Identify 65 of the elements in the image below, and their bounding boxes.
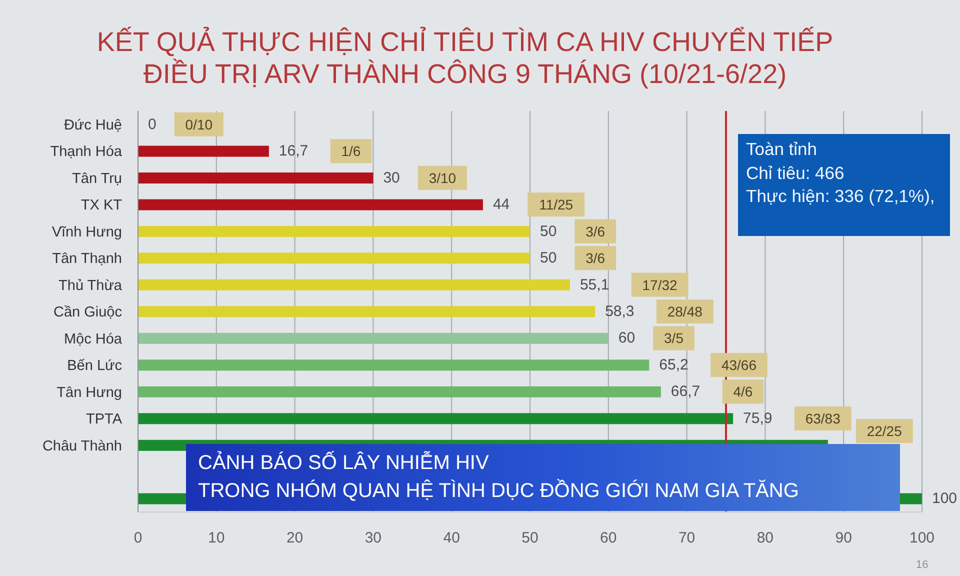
annotation: 28/48: [667, 304, 703, 320]
text: 16: [916, 559, 928, 571]
data-label: 100: [932, 490, 958, 508]
y-tick-label: Thạnh Hóa: [50, 144, 123, 160]
x-tick-label: 40: [443, 530, 460, 547]
annotation: 43/66: [721, 356, 757, 373]
data-label: 16,7: [278, 142, 308, 160]
y-tick-label: Tân Trụ: [72, 170, 122, 187]
x-tick-label: 60: [600, 530, 617, 547]
x-tick-label: 0: [134, 530, 142, 547]
chart-title: KẾT QUẢ THỰC HIỆN CHỈ TIÊU TÌM CA HIV CHUYỂN TIẾP ĐIỀU TRỊ ARV THÀNH CÔNG 9 THÁNG (10/21-6/22): [96, 26, 834, 90]
annotation: 3/6: [586, 223, 606, 240]
annotation: 3/5: [664, 330, 684, 346]
bar: [138, 252, 530, 264]
info-box: Toàn tỉnh Chỉ tiêu: 466 Thực hiện: 336 (72,1%),: [738, 134, 950, 236]
data-label: 66,7: [670, 383, 700, 400]
y-tick-label: Tân Hưng: [56, 384, 122, 401]
bar: [138, 279, 570, 290]
bar: [138, 172, 374, 184]
data-label: 50: [540, 250, 557, 267]
data-label: 58,3: [605, 303, 634, 320]
y-tick-label: Mộc Hóa: [64, 331, 123, 348]
data-label: 50: [540, 222, 557, 240]
annotation: 1/6: [341, 143, 361, 160]
bar: [138, 386, 661, 398]
annotation: 3/10: [428, 170, 456, 186]
annotation: 3/6: [586, 250, 606, 266]
annotation: 11/25: [539, 196, 574, 213]
y-tick-label: TPTA: [86, 412, 122, 428]
data-label: 65,2: [659, 356, 688, 374]
y-tick-label: Tân Thạnh: [52, 251, 122, 268]
data-label: 0: [148, 116, 156, 133]
x-tick-label: 10: [208, 530, 225, 547]
bar: [138, 413, 734, 424]
x-tick-label: 100: [909, 530, 935, 547]
data-label: 60: [618, 330, 636, 347]
data-label: 75,9: [743, 410, 772, 427]
x-tick-label: 30: [364, 530, 382, 547]
bar: [138, 332, 608, 344]
y-tick-label: Vĩnh Hưng: [52, 224, 122, 240]
data-label: 30: [383, 169, 400, 186]
y-tick-label: Bến Lức: [67, 358, 122, 374]
y-tick-label: Đức Huệ: [64, 118, 122, 134]
x-tick-label: 80: [756, 530, 774, 547]
y-tick-label: Châu Thành: [42, 438, 122, 454]
x-tick-label: 70: [678, 530, 696, 547]
news-banner: CẢNH BÁO SỐ LÂY NHIỄM HIV TRONG NHÓM QUAN HỆ TÌNH DỤC ĐỒNG GIỚI NAM GIA TĂNG: [186, 444, 900, 511]
x-tick-label: 20: [286, 530, 304, 547]
annotation: 0/10: [185, 116, 213, 132]
bar: [138, 226, 530, 237]
bar: [138, 360, 650, 371]
data-label: 44: [492, 196, 510, 214]
y-tick-label: Thủ Thừa: [58, 278, 123, 294]
y-tick-label: TX KT: [80, 198, 122, 214]
annotation: 17/32: [642, 276, 678, 293]
annotation: 22/25: [866, 423, 902, 439]
x-tick-label: 90: [835, 530, 852, 547]
x-tick-label: 50: [522, 530, 538, 547]
bar: [138, 199, 483, 210]
annotation: 63/83: [805, 410, 841, 426]
y-tick-label: Cần Giuộc: [53, 304, 122, 321]
annotation: 4/6: [733, 384, 753, 400]
bar: [138, 306, 596, 318]
data-label: 55,1: [580, 276, 610, 294]
bar: [138, 146, 269, 157]
